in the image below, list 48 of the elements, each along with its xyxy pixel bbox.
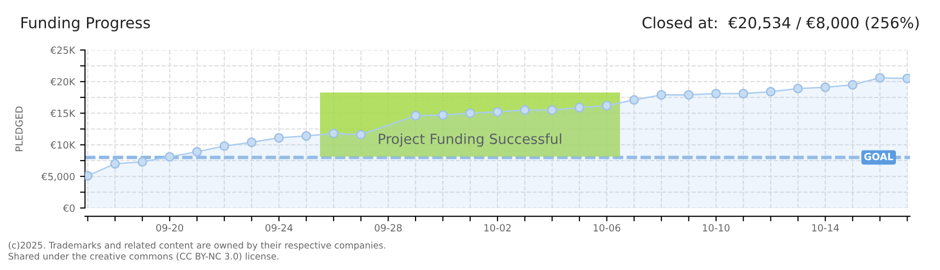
point — [274, 132, 284, 143]
point — [164, 152, 175, 162]
point — [793, 84, 803, 94]
point — [602, 100, 612, 110]
point — [356, 130, 366, 140]
text: Shared under the creative commons (CC BY-NC 3.0) license. — [8, 252, 278, 261]
point — [574, 102, 584, 112]
point — [848, 80, 858, 90]
point — [547, 105, 557, 115]
point — [875, 72, 885, 83]
y-axis-title: PLEDGED — [15, 106, 23, 152]
point — [738, 88, 748, 98]
y-tick-label: €20K — [50, 78, 76, 86]
y-tick-label: €0 — [62, 204, 75, 212]
point — [219, 141, 230, 151]
point — [520, 105, 530, 115]
point — [492, 107, 502, 117]
point — [438, 110, 448, 120]
point — [684, 90, 694, 100]
text: (c)2025. Trademarks and related content are owned by their respective companies. — [8, 242, 386, 250]
chart-title: Funding Progress — [22, 16, 150, 32]
point — [629, 95, 639, 105]
point — [711, 88, 721, 98]
x-tick-label: 09-20 — [156, 224, 184, 232]
point — [138, 157, 148, 167]
point — [246, 137, 256, 148]
point — [192, 146, 202, 157]
chart-subtitle: Closed at: €20,534 / €8,000 (256%) — [642, 16, 919, 30]
point — [465, 108, 476, 118]
point — [410, 110, 420, 121]
point — [110, 158, 120, 169]
y-tick-label: €5,000 — [41, 172, 75, 182]
point — [766, 86, 776, 97]
y-tick-label: €10K — [50, 141, 76, 149]
point — [820, 82, 830, 92]
point — [301, 131, 312, 141]
point — [656, 90, 666, 100]
y-tick-label: €15K — [50, 110, 76, 118]
x-tick-label: 10-14 — [812, 224, 839, 232]
x-tick-label: 10-02 — [484, 224, 511, 232]
point — [328, 128, 338, 138]
x-tick-label: 10-10 — [702, 224, 730, 232]
x-tick-label: 09-24 — [265, 224, 293, 232]
x-tick-label: 10-06 — [594, 224, 620, 232]
y-tick-label: €25K — [50, 46, 76, 54]
x-tick-label: 09-28 — [374, 224, 402, 232]
ref-line-label: GOAL — [864, 152, 894, 160]
annotation: Project Funding Successful — [378, 133, 562, 147]
